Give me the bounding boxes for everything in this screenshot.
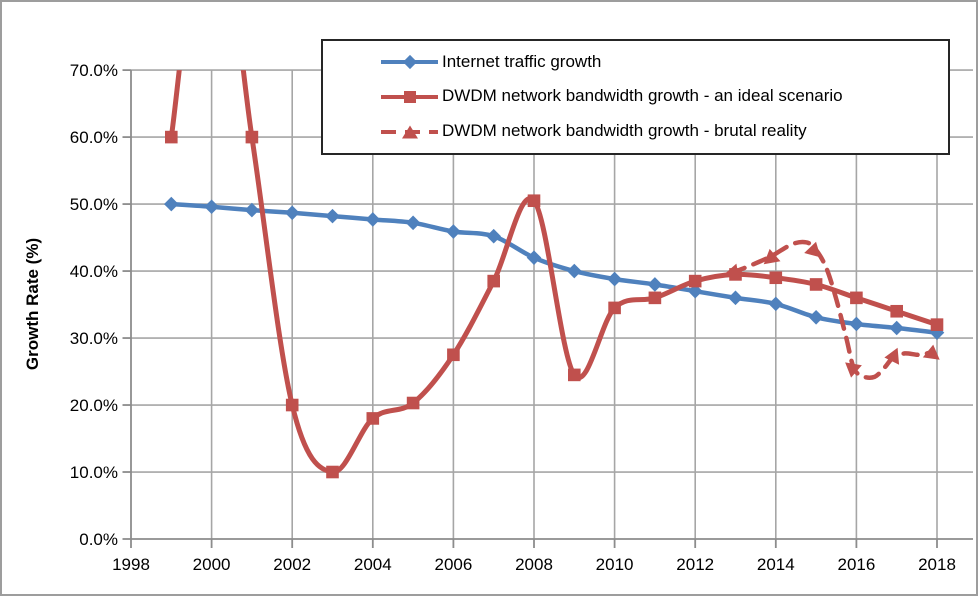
triangle-data-point (724, 263, 740, 281)
y-tick-label: 40.0% (70, 262, 118, 281)
legend-sample-red-dashed-line (381, 123, 438, 141)
legend-item-dwdm-ideal-scenario: DWDM network bandwidth growth - an ideal… (381, 80, 948, 114)
series-line-0 (169, 201, 940, 335)
legend-label: DWDM network bandwidth growth - an ideal… (442, 86, 843, 106)
diamond-data-point (164, 196, 179, 212)
square-data-point (285, 398, 299, 412)
legend-label: Internet traffic growth (442, 51, 602, 71)
legend-item-internet-traffic-growth: Internet traffic growth (381, 45, 948, 79)
x-tick-label: 2008 (515, 555, 553, 574)
square-data-point (447, 348, 460, 362)
series-2 (724, 239, 940, 380)
square-data-point (366, 412, 380, 425)
diamond-data-point (284, 205, 300, 221)
legend-label: DWDM network bandwidth growth - brutal r… (442, 121, 807, 141)
diamond-data-point (849, 316, 864, 332)
triangle-data-point (845, 362, 862, 378)
triangle-data-point (804, 241, 821, 258)
series-1 (165, 70, 944, 479)
diamond-data-point (567, 263, 582, 279)
y-tick-label: 20.0% (70, 396, 118, 415)
square-data-point (688, 274, 702, 288)
diamond-data-point (607, 271, 622, 287)
diamond-data-point (325, 208, 340, 224)
diamond-data-point (768, 296, 784, 312)
diamond-data-point (365, 212, 381, 227)
square-data-point (487, 274, 500, 288)
y-tick-label: 10.0% (70, 463, 118, 482)
diamond-marker-icon (402, 55, 417, 70)
square-data-point (165, 130, 178, 144)
x-tick-label: 2006 (434, 555, 472, 574)
square-data-point (769, 271, 783, 285)
diamond-data-point (204, 199, 219, 215)
x-tick-label: 2018 (918, 555, 956, 574)
square-data-point (406, 396, 420, 410)
y-tick-label: 60.0% (70, 128, 118, 147)
diamond-data-point (526, 250, 542, 265)
square-data-point (568, 368, 581, 382)
y-tick-label: 0.0% (79, 530, 118, 549)
x-tick-label: 2014 (757, 555, 795, 574)
x-tick-label: 2016 (837, 555, 875, 574)
legend-sample-red-line (381, 88, 438, 106)
diamond-data-point (405, 215, 421, 231)
y-tick-label: 70.0% (70, 61, 118, 80)
y-axis-title: Growth Rate (%) (23, 237, 42, 371)
square-data-point (809, 278, 823, 291)
x-tick-label: 2004 (354, 555, 392, 574)
diamond-data-point (687, 283, 703, 299)
series-0 (164, 196, 945, 340)
legend: Internet traffic growth DWDM network ban… (321, 39, 950, 155)
legend-sample-blue-line (381, 53, 438, 71)
square-data-point (608, 301, 621, 315)
diamond-data-point (728, 290, 743, 306)
square-marker-icon (403, 90, 416, 103)
triangle-data-point (884, 347, 900, 365)
y-tick-label: 50.0% (70, 195, 118, 214)
legend-item-dwdm-brutal-reality: DWDM network bandwidth growth - brutal r… (381, 115, 948, 149)
square-data-point (245, 130, 259, 144)
triangle-data-point (922, 344, 940, 360)
diamond-data-point (889, 320, 904, 336)
square-data-point (326, 465, 339, 479)
diamond-data-point (244, 202, 260, 218)
x-tick-label: 2000 (193, 555, 231, 574)
square-data-point (930, 318, 944, 331)
x-tick-label: 2002 (273, 555, 311, 574)
diamond-data-point (929, 325, 945, 340)
square-data-point (527, 194, 541, 208)
diamond-data-point (446, 224, 461, 239)
y-tick-label: 30.0% (70, 329, 118, 348)
diamond-data-point (486, 228, 501, 244)
x-tick-label: 2012 (676, 555, 714, 574)
square-data-point (850, 291, 863, 305)
diamond-data-point (808, 309, 824, 325)
x-tick-label: 2010 (596, 555, 634, 574)
diamond-data-point (647, 277, 663, 292)
square-data-point (890, 304, 903, 318)
x-tick-label: 1998 (112, 555, 150, 574)
triangle-marker-icon (401, 125, 418, 139)
triangle-data-point (763, 248, 781, 265)
square-data-point (648, 291, 662, 305)
